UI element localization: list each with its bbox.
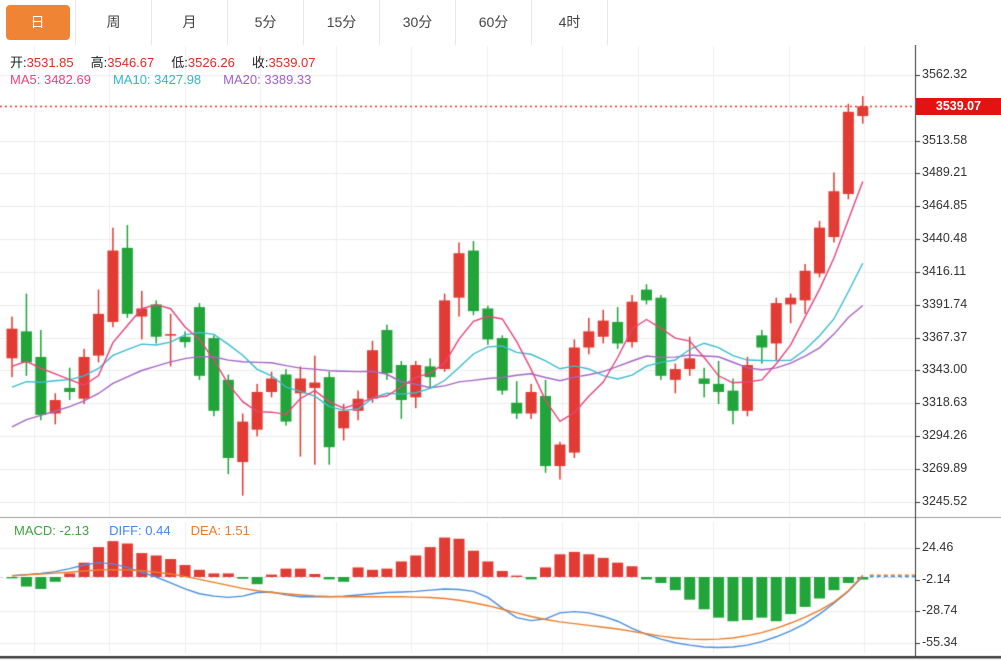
- close-readout: 收:3539.07: [252, 52, 316, 71]
- tab-30min[interactable]: 30分: [380, 0, 456, 45]
- dea-value: 1.51: [224, 523, 250, 538]
- tab-60min-label: 60分: [478, 14, 509, 30]
- macd-tick-label: -28.74: [922, 603, 958, 618]
- diff-value-readout: DIFF: 0.44: [109, 523, 170, 538]
- open-label: 开:: [10, 55, 27, 70]
- low-value: 3526.26: [187, 55, 235, 70]
- ohlc-readout: 开:3531.85 高:3546.67 低:3526.26 收:3539.07: [10, 52, 316, 71]
- ma5-readout: MA5: 3482.69: [10, 72, 91, 87]
- open-readout: 开:3531.85: [10, 52, 74, 71]
- ma20-value: 3389.33: [264, 72, 312, 87]
- tab-30min-label: 30分: [402, 14, 433, 30]
- tab-week[interactable]: 周: [76, 0, 152, 45]
- ma20-label: MA20:: [223, 72, 261, 87]
- price-tick-label: 3416.11: [922, 263, 967, 278]
- price-tick-label: 3440.48: [922, 231, 968, 246]
- macd-label: MACD:: [14, 523, 56, 538]
- ma10-label: MA10:: [112, 72, 151, 87]
- tab-5min[interactable]: 5分: [228, 0, 304, 45]
- low-readout: 低:3526.26: [171, 52, 235, 71]
- timeframe-tabbar: 日 周 月 5分 15分 30分 60分 4时: [0, 0, 1001, 46]
- ma10-value: 3427.98: [154, 72, 202, 87]
- price-tick-label: 3391.74: [922, 296, 968, 311]
- ma20-readout: MA20: 3389.33: [223, 72, 311, 87]
- price-tick-label: 3367.37: [922, 329, 968, 344]
- macd-tick-label: -2.14: [922, 571, 951, 586]
- ma-readout: MA5: 3482.69 MA10: 3427.98 MA20: 3389.33: [10, 72, 311, 87]
- ma10-readout: MA10: 3427.98: [113, 72, 201, 87]
- price-tick-label: 3562.32: [922, 67, 968, 81]
- current-price-badge: 3539.07: [916, 97, 1001, 115]
- macd-value-readout: MACD: -2.13: [14, 523, 89, 538]
- tab-15min[interactable]: 15分: [304, 0, 380, 45]
- macd-value: -2.13: [59, 523, 90, 538]
- tab-60min[interactable]: 60分: [456, 0, 532, 45]
- price-tick-label: 3513.58: [922, 132, 968, 147]
- close-value: 3539.07: [268, 55, 316, 70]
- tab-week-label: 周: [106, 14, 121, 30]
- dea-label: DEA:: [190, 523, 221, 538]
- close-label: 收:: [251, 55, 269, 70]
- price-tick-label: 3294.26: [922, 428, 968, 443]
- ma5-value: 3482.69: [43, 72, 91, 87]
- candlestick-chart-canvas[interactable]: [0, 45, 1001, 660]
- macd-tick-label: 24.46: [922, 539, 954, 554]
- price-tick-label: 3343.00: [922, 362, 968, 377]
- high-readout: 高:3546.67: [91, 52, 155, 71]
- diff-label: DIFF:: [109, 523, 142, 538]
- high-value: 3546.67: [107, 55, 155, 70]
- open-value: 3531.85: [26, 55, 74, 70]
- tab-5min-label: 5分: [254, 14, 277, 30]
- price-tick-label: 3269.89: [922, 460, 968, 475]
- tab-month[interactable]: 月: [152, 0, 228, 45]
- price-tick-label: 3318.63: [922, 395, 968, 410]
- macd-tick-label: -55.34: [922, 635, 958, 650]
- tab-month-label: 月: [182, 14, 197, 30]
- diff-value: 0.44: [145, 523, 171, 538]
- price-tick-label: 3464.85: [922, 198, 968, 213]
- ma5-label: MA5:: [10, 72, 41, 87]
- tab-15min-label: 15分: [326, 14, 357, 30]
- low-label: 低:: [171, 55, 188, 70]
- tab-day[interactable]: 日: [0, 0, 76, 45]
- tab-4hour[interactable]: 4时: [532, 0, 608, 45]
- price-tick-label: 3489.21: [922, 165, 968, 180]
- tab-4hour-label: 4时: [558, 14, 581, 30]
- dea-value-readout: DEA: 1.51: [191, 523, 250, 538]
- macd-readout: MACD: -2.13 DIFF: 0.44 DEA: 1.51: [14, 523, 250, 538]
- high-label: 高:: [90, 55, 108, 70]
- tab-day-label: 日: [5, 5, 70, 40]
- price-tick-label: 3245.52: [922, 493, 968, 508]
